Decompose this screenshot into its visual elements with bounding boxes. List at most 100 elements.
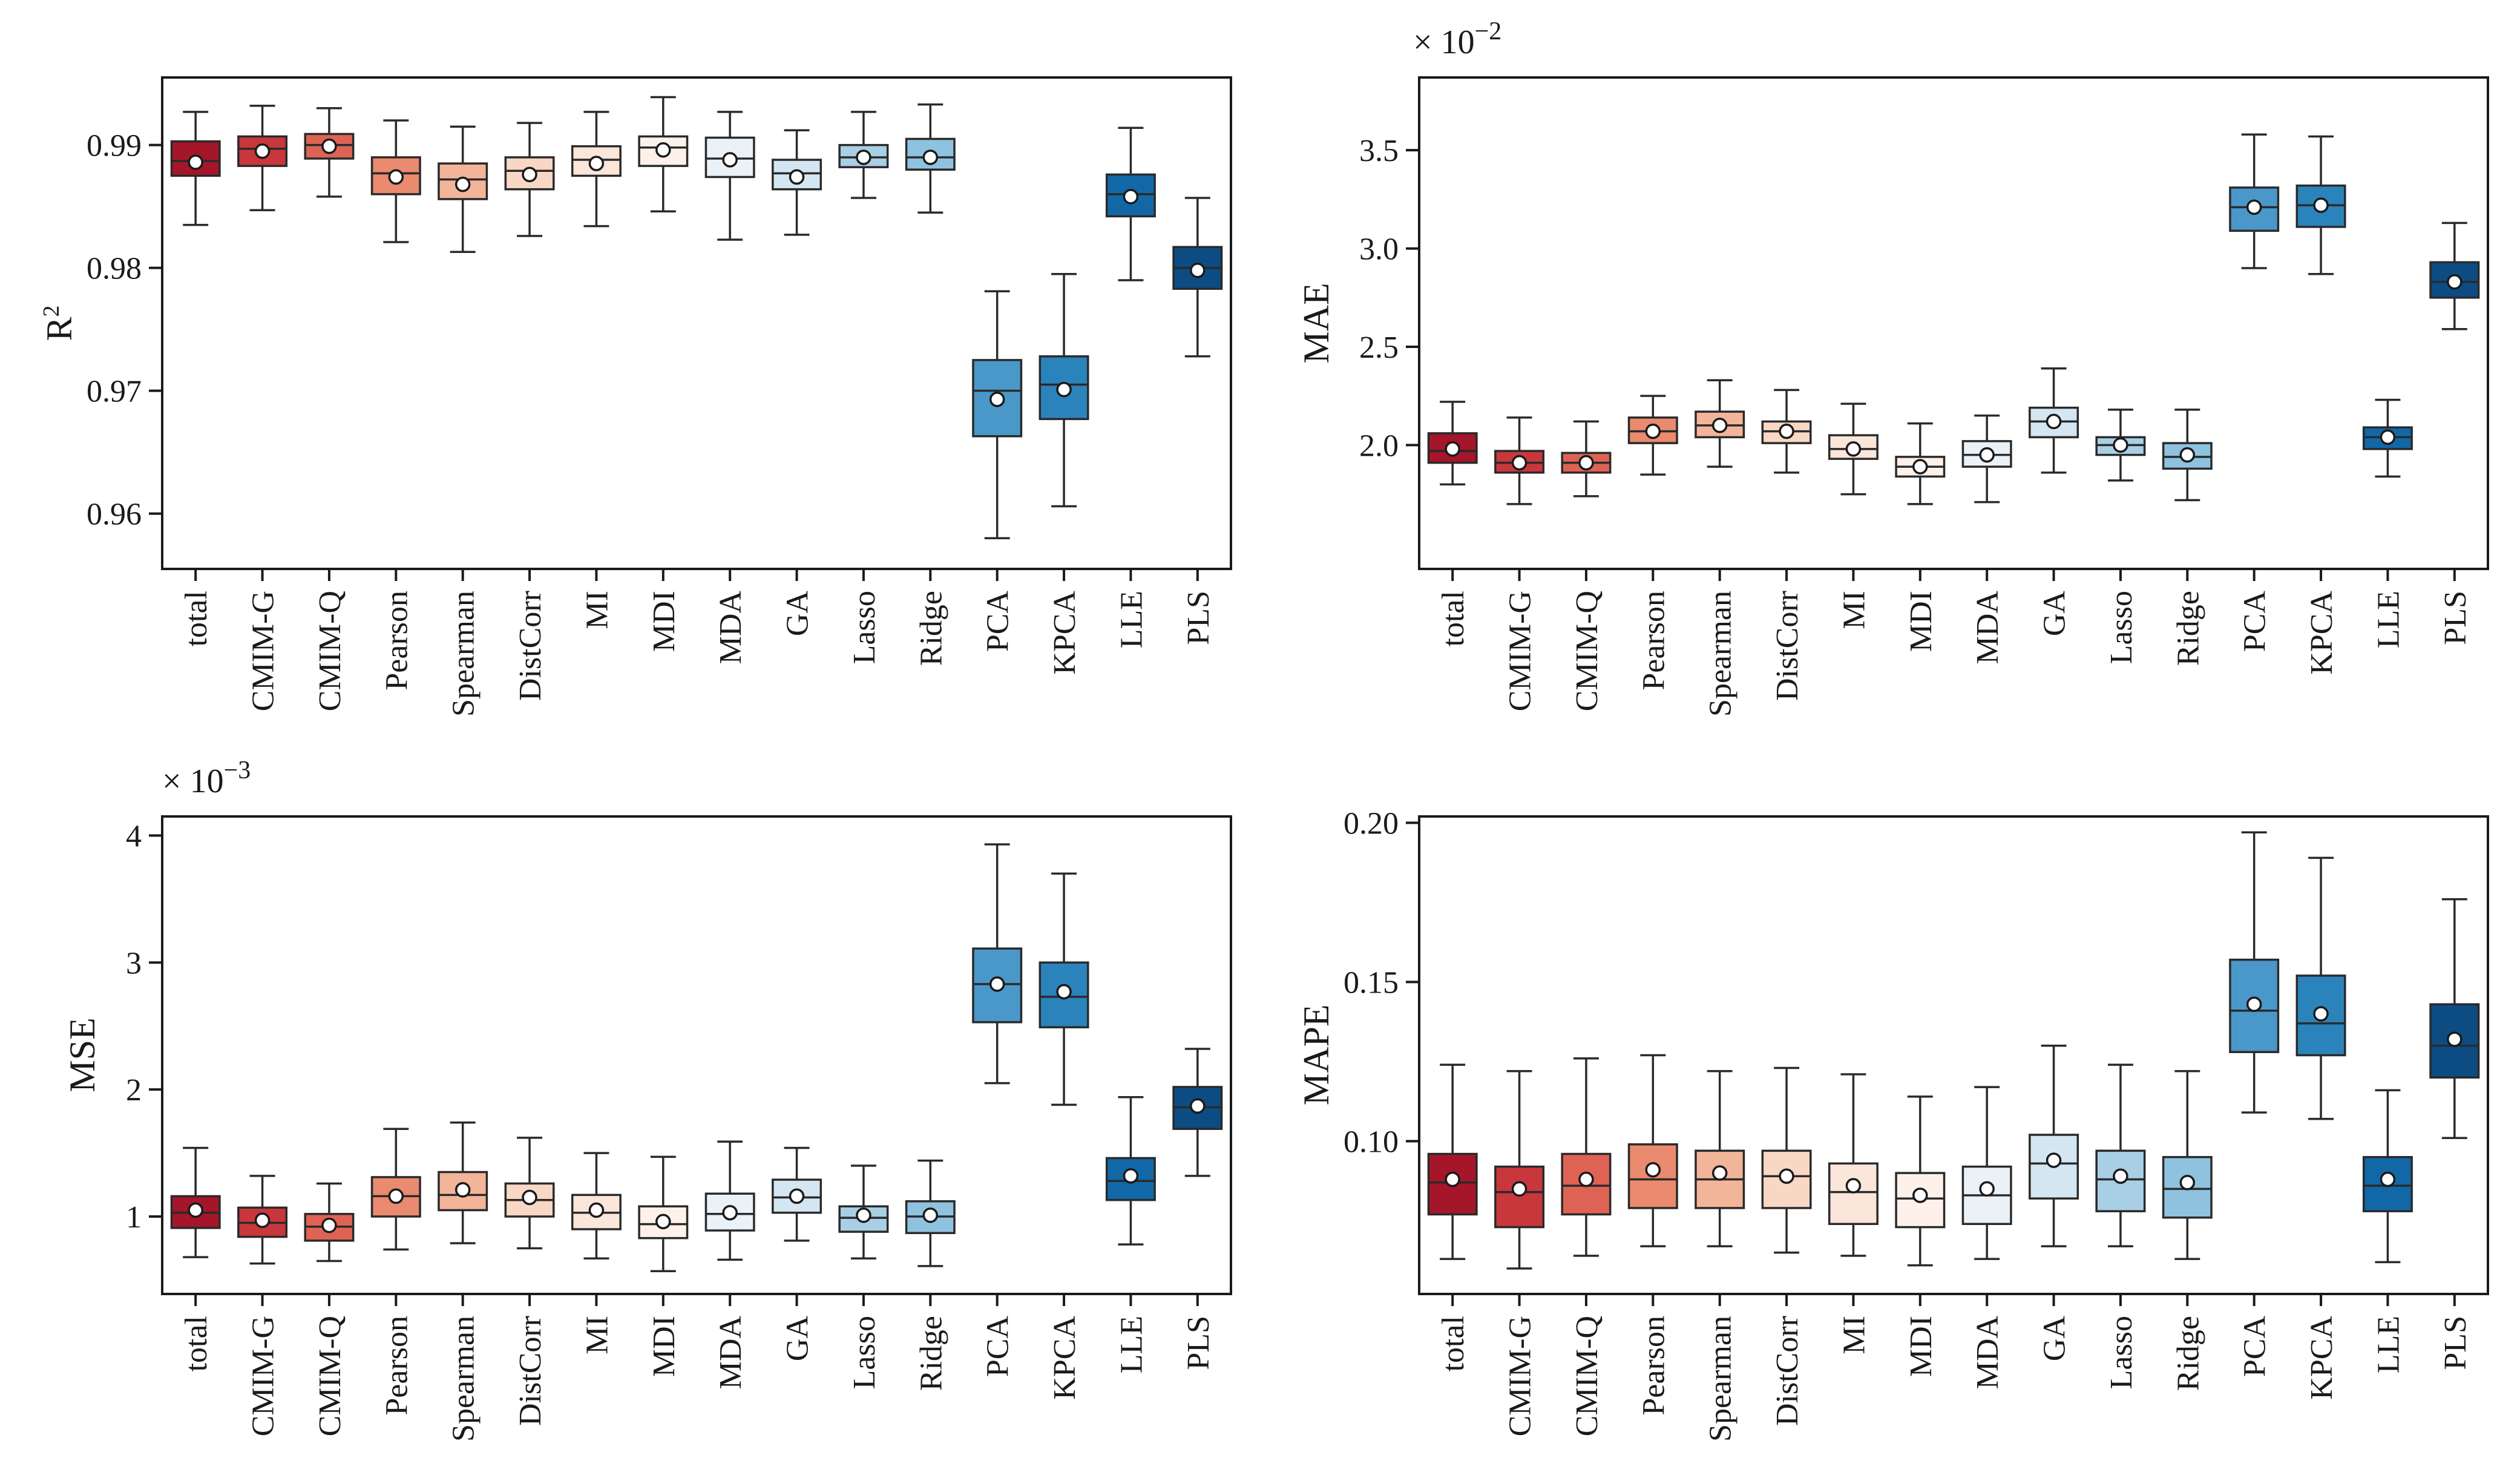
x-tick-label: Lasso [847,591,882,664]
x-tick-label: PCA [981,591,1016,652]
mean-marker [1056,381,1072,398]
box-mdi [638,1155,689,1272]
panel-mape: 0.10 0.15 0.20 total CMIM-G CMIM-Q Pearson Spe… [1296,807,2489,1442]
mean-marker [2313,197,2329,213]
box-pca [972,843,1023,1085]
y-axis-title: MSE [62,1017,102,1092]
box-kpca [2295,856,2346,1120]
x-tick-label: LLE [2371,591,2406,648]
y-tick-label: 0.96 [87,497,142,532]
x-tick-label: GA [2038,1316,2072,1362]
mean-marker [2447,1031,2463,1047]
box-body [438,162,488,200]
mean-marker [1578,455,1594,471]
box-cmim-q [304,1182,355,1263]
x-tick-label: PCA [2238,591,2272,652]
mean-marker [856,1207,871,1223]
mean-marker [856,149,871,165]
box-body [2295,974,2346,1057]
box-lasso [2095,409,2146,482]
y-axis-title: MAE [1296,283,1336,363]
x-tick-label: Pearson [379,591,414,691]
box-cmim-g [1494,1070,1545,1270]
box-cmim-q [304,107,355,198]
x-tick-label: CMIM-G [246,591,281,711]
x-tick-label: DistCorr [1770,591,1805,701]
mean-marker [1190,1098,1206,1114]
box-kpca [1039,872,1089,1106]
plot-frame [1418,76,2489,570]
x-tick-label: DistCorr [513,1316,548,1426]
box-spearman [1695,1070,1745,1247]
x-tick-label: KPCA [2305,1316,2339,1400]
x-tick-label: MDA [714,1316,748,1390]
y-tick-label: 0.98 [87,252,142,286]
box-pls [2429,222,2480,330]
y-axis-title: MAPE [1296,1005,1336,1106]
panel-mae: 2.0 2.5 3.0 3.5 total CMIM-G CMIM-Q Pearson Spe… [1296,18,2489,717]
mean-marker [722,152,738,168]
x-tick-label: GA [2038,591,2072,637]
x-tick-label: CMIM-Q [313,1316,347,1436]
box-distcorr [1761,1066,1812,1254]
mean-marker [2179,1175,2196,1190]
mean-marker [2380,1171,2396,1187]
mean-marker [321,1217,337,1233]
box-series [170,96,1223,539]
mean-marker [588,156,605,171]
box-mi [571,1152,622,1259]
box-pearson [1627,1054,1678,1247]
x-tick-label: Ridge [2171,591,2205,666]
mean-marker [1511,1181,1527,1197]
x-tick-label: LLE [1114,591,1149,648]
y-tick-label: 3.0 [1359,232,1399,267]
box-mda [1961,1086,2012,1260]
box-lasso [838,111,889,199]
axis-multiplier: × 10−2 [1413,18,1501,61]
box-lle [1105,126,1156,281]
mean-marker [2179,447,2196,463]
mean-marker [922,1207,939,1223]
x-tick-label: Spearman [1704,1316,1738,1442]
x-tick-label: MI [1837,591,1871,629]
mean-marker [1190,262,1206,278]
mean-marker [989,976,1005,992]
x-tick-label: DistCorr [513,591,548,701]
plot-frame [161,76,1232,570]
panel-r2: 0.96 0.97 0.98 0.99 total CMIM-G CMIM-Q Pearso… [39,76,1232,717]
box-body [1828,1162,1879,1226]
x-tick-label: KPCA [1048,591,1082,675]
mean-marker [1912,459,1928,475]
mean-marker [1645,423,1661,439]
mean-marker [1979,1181,1995,1197]
x-tick-label: MDI [647,591,681,652]
mean-marker [1123,1168,1139,1184]
box-series [170,843,1223,1272]
x-tick-label: CMIM-Q [313,591,347,711]
y-tick-label: 3 [126,946,142,980]
mean-marker [655,142,671,158]
x-tick-label: PCA [981,1316,1016,1378]
y-tick-label: 2 [126,1073,142,1108]
x-tick-label: PLS [1181,1316,1216,1370]
mean-marker [2380,429,2396,445]
y-axis: 2.0 2.5 3.0 3.5 [1359,134,1419,463]
box-lle [1105,1095,1156,1246]
box-distcorr [504,122,555,237]
mean-marker [1123,189,1139,205]
y-axis: 0.10 0.15 0.20 [1344,807,1419,1160]
mean-marker [722,1204,738,1221]
mean-marker [522,1189,537,1206]
box-pca [2229,831,2280,1114]
y-tick-label: 2.5 [1359,330,1399,365]
box-spearman [438,125,488,254]
x-tick-label: Pearson [1636,1316,1671,1416]
y-tick-label: 0.20 [1344,807,1399,841]
x-tick-label: PLS [2438,1316,2473,1370]
mean-marker [1056,984,1072,1000]
mean-marker [522,166,537,183]
y-tick-label: 0.97 [87,375,142,409]
box-ridge [2162,409,2213,502]
box-ridge [905,103,956,214]
mean-marker [2246,199,2262,215]
